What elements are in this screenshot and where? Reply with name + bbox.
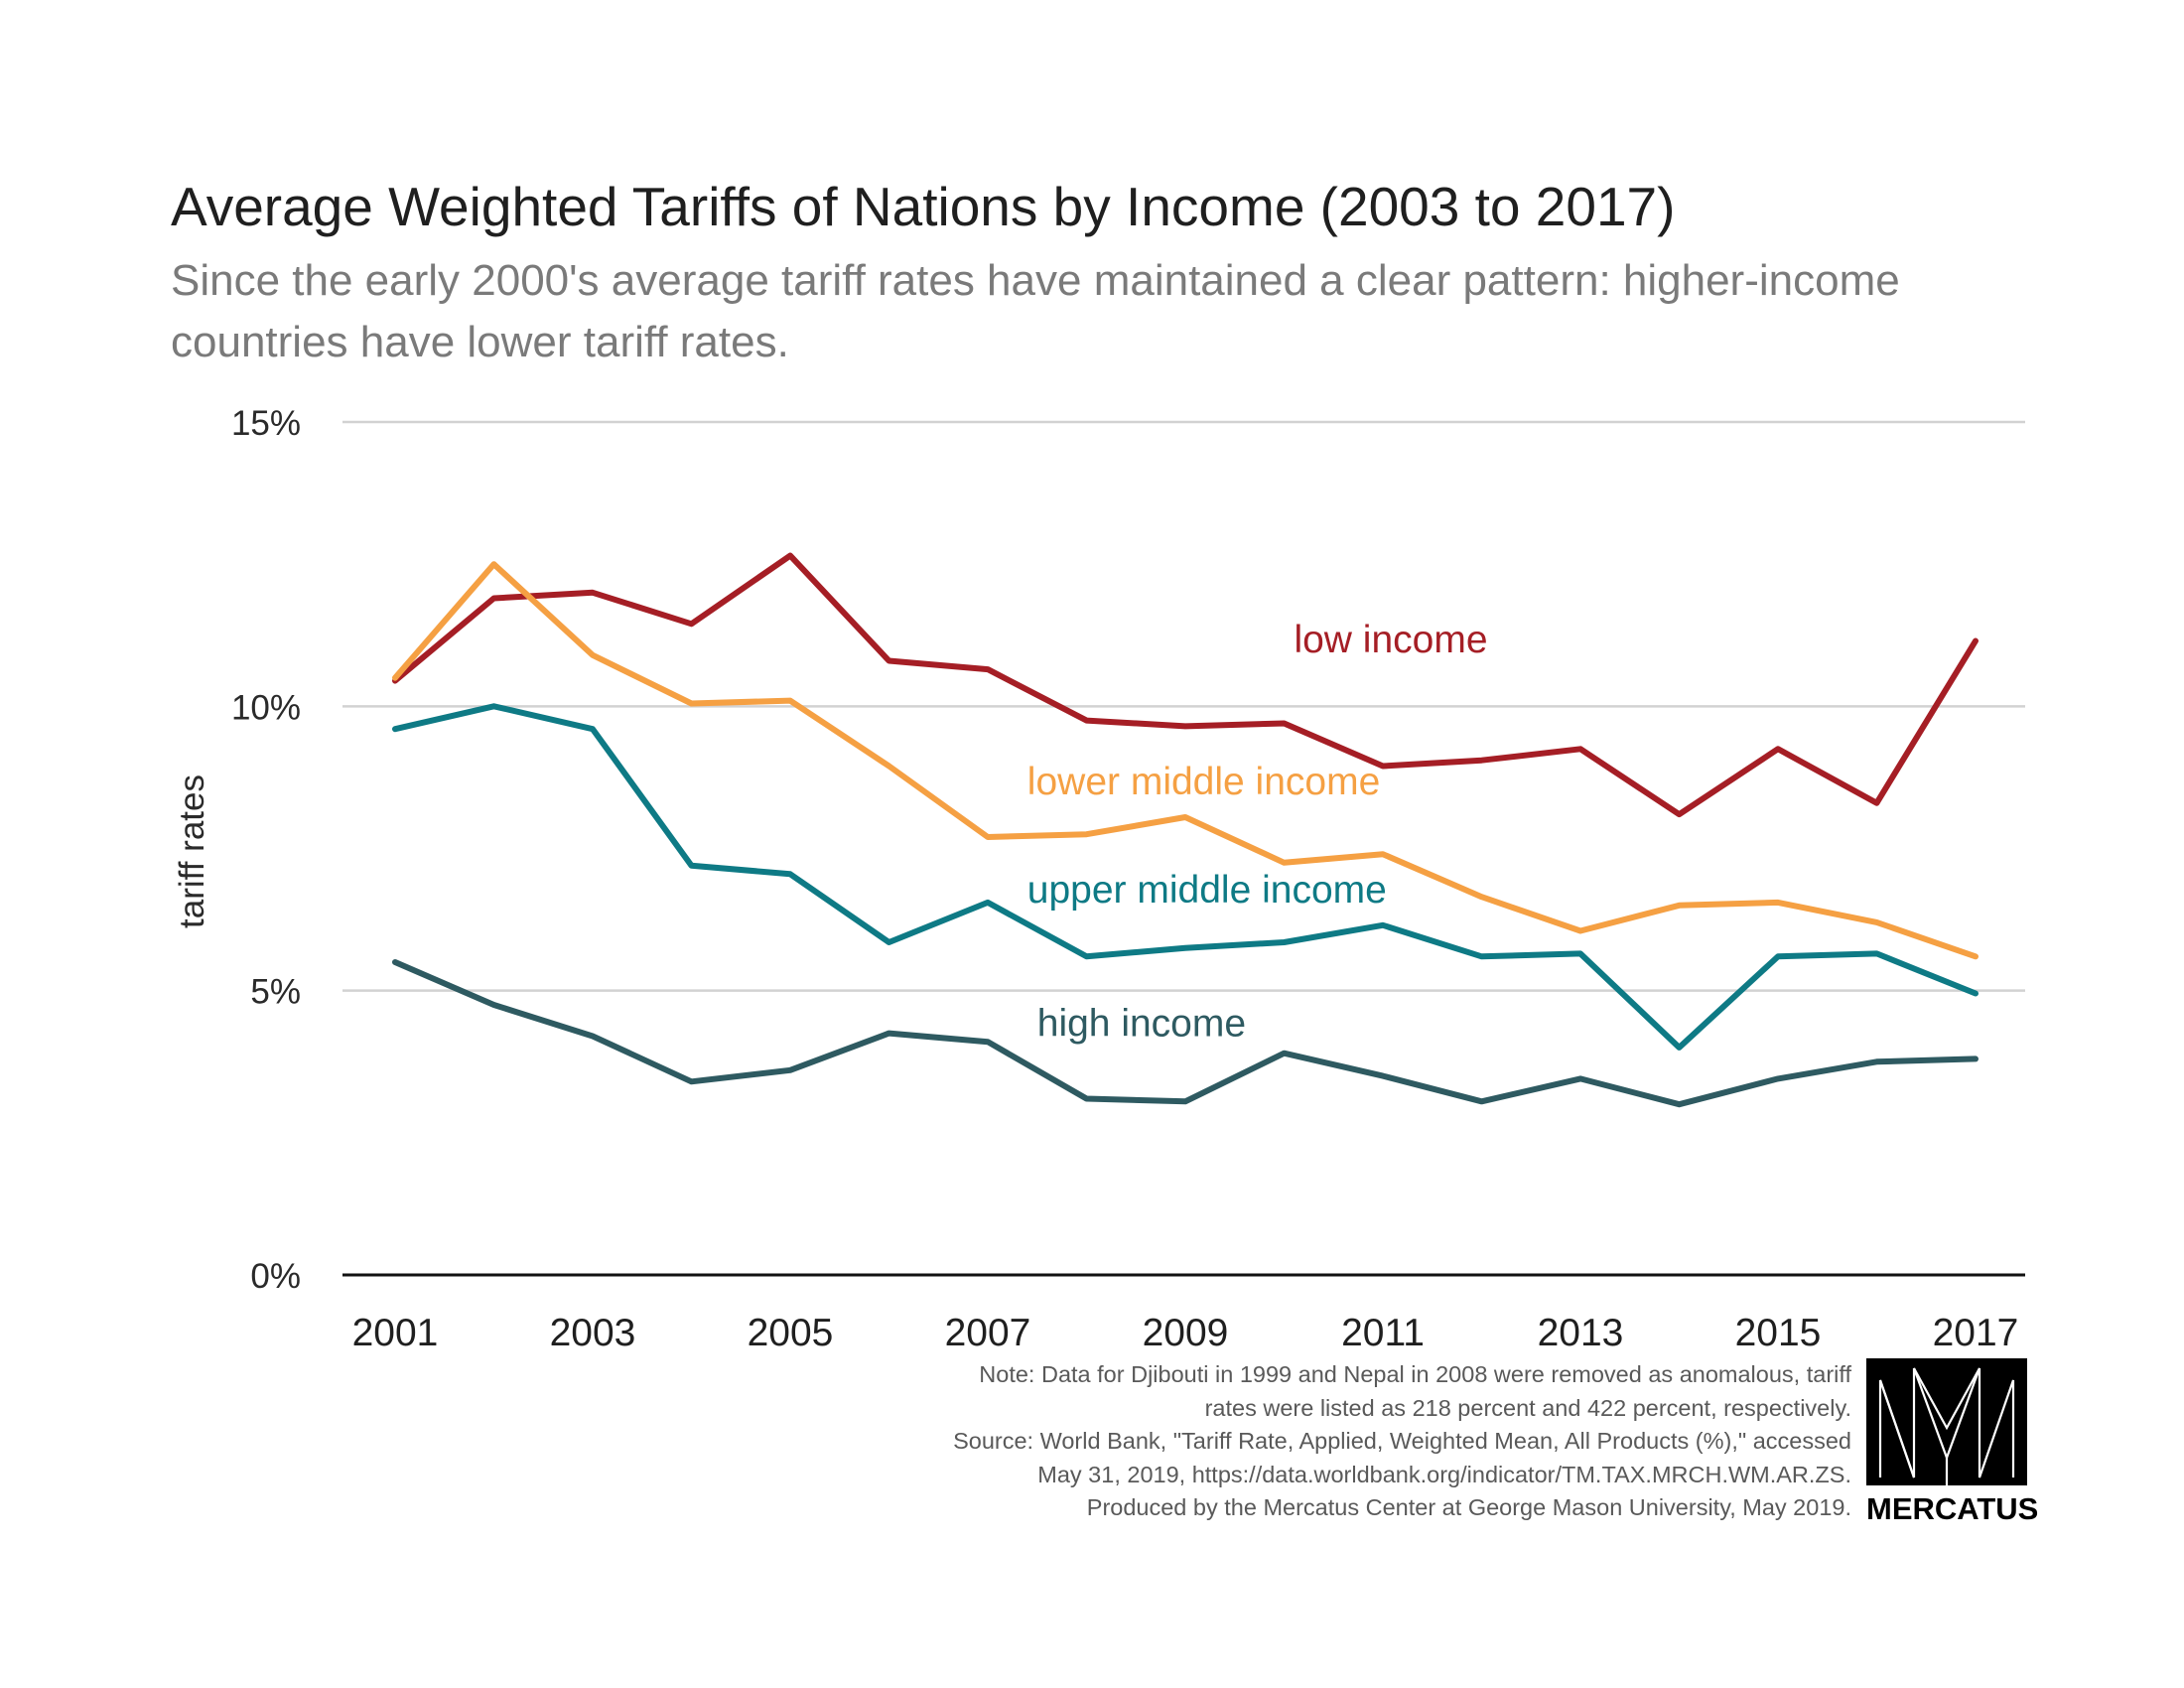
series-line <box>392 703 1979 1051</box>
series-labels: low income lower middle income upper middl… <box>1027 619 1488 1046</box>
logo-wordmark: MERCATUS <box>1866 1491 2039 1526</box>
y-tick-label: 5% <box>250 973 301 1012</box>
series-label: upper middle income <box>1027 869 1387 912</box>
series-line <box>392 552 1979 818</box>
y-axis-title: tariff rates <box>173 774 211 928</box>
y-tick-label: 15% <box>231 404 301 443</box>
x-tick-label: 2013 <box>1538 1312 1624 1354</box>
x-tick-label: 2003 <box>550 1312 636 1354</box>
note-line: rates were listed as 218 percent and 422… <box>1204 1394 1851 1421</box>
y-tick-label: 10% <box>231 688 301 727</box>
x-tick-label: 2001 <box>352 1312 439 1354</box>
y-tick-label: 0% <box>250 1257 301 1296</box>
source-notes: Note: Data for Djibouti in 1999 and Nepa… <box>710 1358 1851 1525</box>
x-tick-label: 2005 <box>748 1312 834 1354</box>
x-tick-label: 2007 <box>945 1312 1031 1354</box>
mercatus-logo-mark-icon <box>1866 1358 2027 1485</box>
mercatus-logo: MERCATUS <box>1866 1358 2039 1527</box>
series-lines <box>392 552 1979 1108</box>
series-line <box>392 959 1979 1108</box>
x-tick-label: 2011 <box>1341 1312 1425 1354</box>
series-label: high income <box>1037 1002 1246 1045</box>
chart-subtitle: Since the early 2000's average tariff ra… <box>171 256 1900 366</box>
source-line: Source: World Bank, "Tariff Rate, Applie… <box>953 1428 1851 1454</box>
source-line: May 31, 2019, https://data.worldbank.org… <box>1037 1461 1851 1487</box>
series-label: low income <box>1294 619 1487 661</box>
x-tick-label: 2015 <box>1735 1312 1822 1354</box>
x-tick-label: 2009 <box>1143 1312 1229 1354</box>
x-tick-label: 2017 <box>1933 1312 2019 1354</box>
chart-title: Average Weighted Tariffs of Nations by I… <box>171 176 1676 237</box>
note-line: Note: Data for Djibouti in 1999 and Nepa… <box>979 1361 1851 1387</box>
axes: 0% 5% 10% 15% 2001 2003 2005 2007 2009 2011 2013 20… <box>173 404 2025 1354</box>
series-line <box>392 561 1979 960</box>
credit-line: Produced by the Mercatus Center at Georg… <box>1086 1494 1851 1520</box>
series-label: lower middle income <box>1027 761 1380 803</box>
